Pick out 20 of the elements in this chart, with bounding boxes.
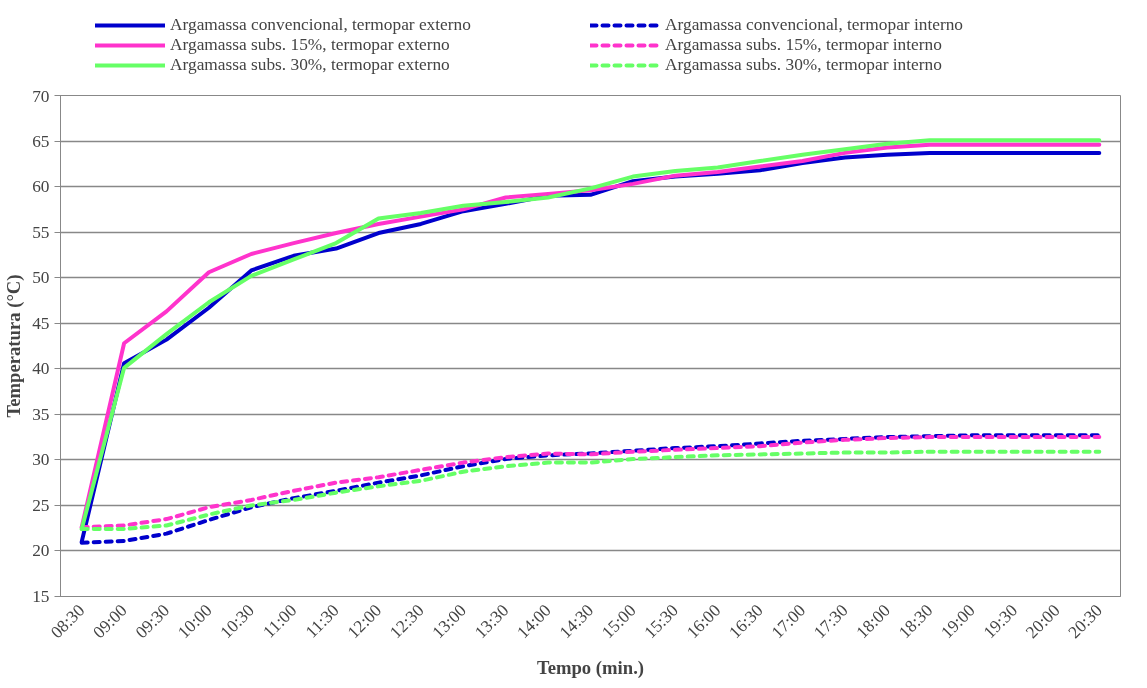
y-tick-label: 20 <box>32 541 50 561</box>
legend-label: Argamassa subs. 15%, termopar externo <box>170 35 451 55</box>
legend-label: Argamassa subs. 15%, termopar interno <box>665 35 943 55</box>
y-tick-label: 50 <box>32 268 50 288</box>
y-tick-label: 55 <box>32 222 50 242</box>
y-tick-label: 60 <box>32 177 50 197</box>
y-tick-label: 25 <box>32 495 50 515</box>
y-tick-label: 70 <box>32 86 50 106</box>
y-axis-title: Temperatura (°C) <box>3 274 26 418</box>
legend-label: Argamassa subs. 30%, termopar externo <box>170 55 451 75</box>
y-tick-label: 65 <box>32 131 50 151</box>
y-tick-label: 40 <box>32 359 50 379</box>
y-tick-label: 30 <box>32 450 50 470</box>
legend-label: Argamassa convencional, termopar externo <box>170 15 472 35</box>
y-tick-label: 45 <box>32 313 50 333</box>
x-axis-title: Tempo (min.) <box>536 656 645 679</box>
y-tick-label: 35 <box>32 404 50 424</box>
y-tick-label: 15 <box>32 587 50 606</box>
legend-label: Argamassa subs. 30%, termopar interno <box>665 55 943 75</box>
legend-label: Argamassa convencional, termopar interno <box>665 15 964 35</box>
